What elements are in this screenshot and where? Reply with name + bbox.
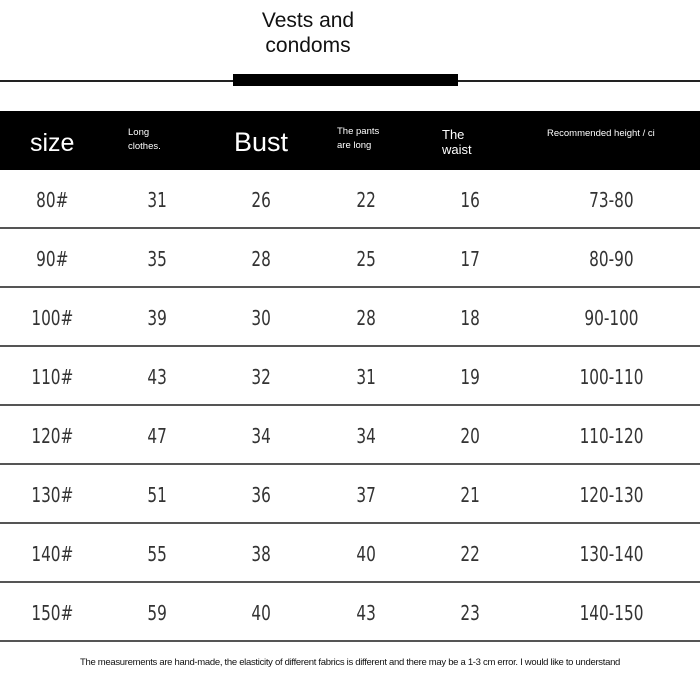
cell-waist: 16: [460, 188, 480, 212]
cell-size: 90#: [36, 247, 69, 271]
cell-long-clothes: 47: [147, 424, 167, 448]
cell-size: 150#: [31, 601, 74, 625]
header-pants: The pants are long: [337, 126, 380, 151]
cell-height: 130-140: [579, 542, 644, 566]
table-row: 130# 51 36 37 21 120-130: [0, 465, 700, 524]
cell-pants: 34: [356, 424, 376, 448]
cell-long-clothes: 43: [147, 365, 167, 389]
header-bust: Bust: [234, 127, 289, 157]
table-row: 80# 31 26 22 16 73-80: [0, 170, 700, 229]
cell-pants: 43: [356, 601, 376, 625]
cell-long-clothes: 55: [147, 542, 167, 566]
cell-bust: 32: [251, 365, 271, 389]
table-body: 80# 31 26 22 16 73-80 90# 35 28 25 17 80-90 100# 39 30…: [0, 170, 700, 642]
table-row: 100# 39 30 28 18 90-100: [0, 288, 700, 347]
table-row: 140# 55 38 40 22 130-140: [0, 524, 700, 583]
table-header: size Long clothes. Bust The pants are lo…: [0, 111, 700, 170]
cell-size: 100#: [31, 306, 74, 330]
chart-title: Vests and condoms: [208, 8, 408, 58]
cell-size: 120#: [31, 424, 74, 448]
cell-pants: 37: [356, 483, 376, 507]
cell-bust: 26: [251, 188, 271, 212]
title-line-2: condoms: [265, 34, 351, 57]
footnote: The measurements are hand-made, the elas…: [79, 657, 621, 668]
cell-bust: 28: [251, 247, 271, 271]
title-line-1: Vests and: [261, 9, 355, 32]
cell-long-clothes: 51: [147, 483, 167, 507]
cell-pants: 25: [356, 247, 376, 271]
cell-size: 140#: [31, 542, 74, 566]
table-row: 110# 43 32 31 19 100-110: [0, 347, 700, 406]
cell-bust: 30: [251, 306, 271, 330]
cell-height: 80-90: [589, 247, 634, 271]
cell-height: 73-80: [589, 188, 634, 212]
cell-waist: 23: [460, 601, 480, 625]
cell-bust: 34: [251, 424, 271, 448]
cell-waist: 19: [460, 365, 480, 389]
cell-long-clothes: 39: [147, 306, 167, 330]
cell-bust: 38: [251, 542, 271, 566]
cell-long-clothes: 59: [147, 601, 167, 625]
cell-waist: 18: [460, 306, 480, 330]
cell-pants: 28: [356, 306, 376, 330]
table-row: 150# 59 40 43 23 140-150: [0, 583, 700, 642]
cell-bust: 40: [251, 601, 271, 625]
cell-size: 130#: [31, 483, 74, 507]
table-row: 120# 47 34 34 20 110-120: [0, 406, 700, 465]
cell-waist: 21: [460, 483, 480, 507]
cell-height: 120-130: [579, 483, 644, 507]
cell-size: 80#: [36, 188, 69, 212]
cell-pants: 31: [356, 365, 376, 389]
cell-pants: 40: [356, 542, 376, 566]
cell-height: 140-150: [579, 601, 644, 625]
header-height: Recommended height / ci: [547, 128, 655, 139]
table-row: 90# 35 28 25 17 80-90: [0, 229, 700, 288]
cell-height: 100-110: [579, 365, 644, 389]
cell-waist: 22: [460, 542, 480, 566]
cell-pants: 22: [356, 188, 376, 212]
cell-bust: 36: [251, 483, 271, 507]
cell-height: 110-120: [579, 424, 644, 448]
cell-size: 110#: [31, 365, 74, 389]
cell-waist: 20: [460, 424, 480, 448]
cell-long-clothes: 35: [147, 247, 167, 271]
cell-waist: 17: [460, 247, 480, 271]
cell-height: 90-100: [584, 306, 639, 330]
header-waist: The waist: [442, 127, 472, 157]
cell-long-clothes: 31: [147, 188, 167, 212]
header-long-clothes: Long clothes.: [128, 127, 161, 152]
divider-bar: [233, 74, 458, 86]
header-size: size: [30, 129, 75, 157]
